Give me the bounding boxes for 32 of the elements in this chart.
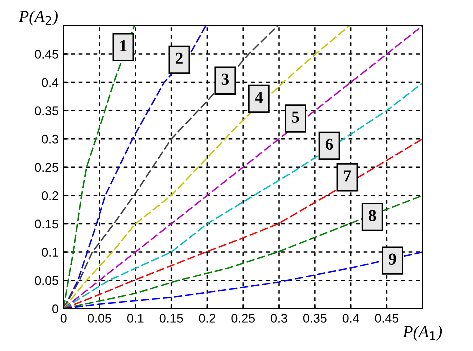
annotation: 3 [222, 74, 230, 86]
y-tick-label: 0.15 [35, 220, 58, 229]
annotation: 2 [176, 52, 183, 64]
annotation: 9 [388, 254, 396, 265]
y-tick-label: 0.3 [42, 134, 58, 144]
x-tick-label: 0.05 [88, 314, 112, 323]
x-tick-label: 0.4 [342, 314, 360, 323]
x-tick-label: 0.15 [160, 314, 184, 323]
x-tick-label: 0.2 [199, 314, 216, 323]
x-tick-label: 0 [60, 314, 67, 323]
x-tick-label: 0.45 [375, 314, 399, 323]
x-tick-label: 0.35 [303, 314, 327, 323]
y-tick-label: 0.45 [35, 50, 58, 59]
y-tick-label: 0 [52, 304, 59, 314]
y-axis-title: P(A$_{2}$) [18, 10, 58, 26]
annotation: 1 [120, 40, 127, 52]
y-tick-label: 0.2 [42, 192, 58, 200]
y-tick-label: 0.4 [42, 78, 59, 88]
x-tick-label: 0.1 [127, 314, 144, 323]
y-tick-label: 0.25 [35, 163, 58, 172]
line-series [64, 26, 423, 309]
y-tick-label: 0.35 [35, 106, 58, 116]
annotation: 6 [326, 138, 334, 150]
x-tick-label: 0.3 [271, 314, 288, 323]
annotation: 7 [344, 170, 352, 182]
annotation: 5 [292, 112, 300, 123]
y-tick-label: 0.1 [42, 248, 58, 257]
annotation: 4 [255, 92, 264, 103]
x-axis-title: P(A$_{1}$) [403, 326, 442, 341]
y-tick-label: 0.05 [35, 276, 58, 286]
annotation: 8 [368, 210, 376, 222]
x-tick-label: 0.25 [232, 314, 255, 323]
